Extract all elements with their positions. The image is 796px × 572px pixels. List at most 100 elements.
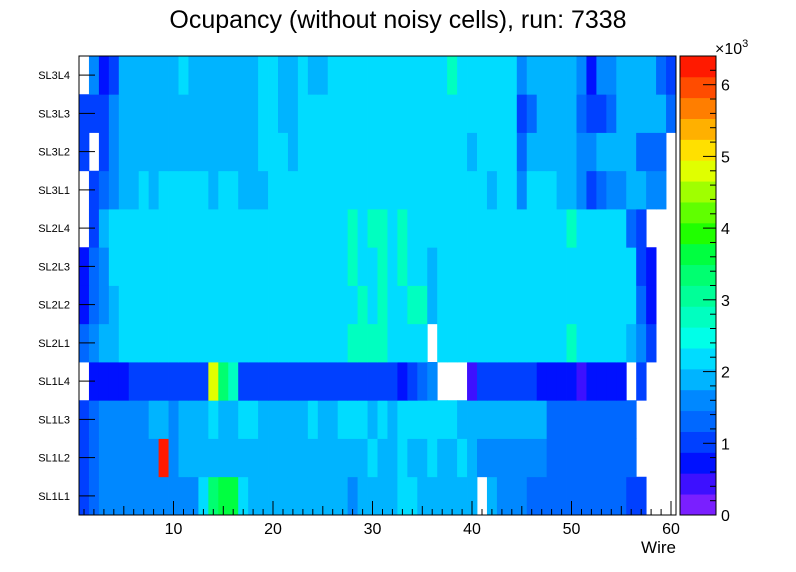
heatmap-cell <box>347 476 358 516</box>
heatmap-cell <box>387 56 398 95</box>
heatmap-cell <box>656 132 667 172</box>
heatmap-cell <box>536 56 548 95</box>
heatmap-cell <box>536 209 548 248</box>
heatmap-cell <box>377 438 388 478</box>
heatmap-cell <box>496 56 508 95</box>
heatmap-cell <box>516 438 528 478</box>
heatmap-cell <box>556 209 567 248</box>
heatmap-cell <box>546 94 557 133</box>
heatmap-cell <box>138 56 150 95</box>
heatmap-cell <box>148 247 159 286</box>
color-scale-segment <box>680 494 716 516</box>
heatmap-cell <box>626 94 637 133</box>
heatmap-cell <box>168 209 179 248</box>
heatmap-cell <box>486 285 498 325</box>
heatmap-cell <box>546 132 557 172</box>
heatmap-cell <box>278 323 289 363</box>
heatmap-cell <box>606 400 617 439</box>
color-scale-segment <box>680 389 716 412</box>
heatmap-cell <box>208 438 219 478</box>
heatmap-cell <box>337 362 349 401</box>
heatmap-cell <box>108 209 120 248</box>
heatmap-cell <box>238 400 249 439</box>
heatmap-cell <box>327 400 339 439</box>
heatmap-cell <box>357 209 368 248</box>
heatmap-cell <box>198 285 209 325</box>
heatmap-cell <box>367 170 378 210</box>
heatmap-cell <box>626 323 637 363</box>
heatmap-cell <box>218 56 229 95</box>
heatmap-cells <box>79 56 677 516</box>
heatmap-cell <box>218 476 229 516</box>
heatmap-cell <box>168 438 179 478</box>
heatmap-cell <box>367 362 378 401</box>
heatmap-cell <box>367 247 378 286</box>
heatmap-cell <box>586 170 597 210</box>
heatmap-cell <box>307 209 319 248</box>
heatmap-cell <box>287 476 299 516</box>
heatmap-cell <box>427 476 438 516</box>
heatmap-cell <box>248 476 259 516</box>
heatmap-cell <box>566 209 577 248</box>
heatmap-cell <box>427 132 438 172</box>
heatmap-cell <box>248 323 259 363</box>
heatmap-cell <box>447 132 458 172</box>
heatmap-cell <box>268 170 279 210</box>
heatmap-cell <box>98 476 110 516</box>
heatmap-cell <box>178 438 189 478</box>
color-scale-segment <box>680 139 716 161</box>
heatmap-cell <box>238 94 249 133</box>
heatmap-cell <box>178 400 189 439</box>
heatmap-cell <box>248 170 259 210</box>
color-scale-segment <box>680 348 716 370</box>
heatmap-cell <box>218 323 229 363</box>
heatmap-cell <box>636 362 647 401</box>
heatmap-cell <box>327 247 339 286</box>
heatmap-cell <box>397 323 408 363</box>
heatmap-cell <box>128 94 140 133</box>
color-scale-segment <box>680 452 716 474</box>
y-tick-label: SL1L2 <box>38 453 70 465</box>
heatmap-cell <box>307 362 319 401</box>
heatmap-cell <box>158 438 169 478</box>
heatmap-cell <box>546 209 557 248</box>
heatmap-cell <box>188 132 199 172</box>
heatmap-cell <box>616 438 627 478</box>
heatmap-cell <box>417 438 428 478</box>
heatmap-cell <box>387 132 398 172</box>
heatmap-cell <box>646 323 657 363</box>
heatmap-cell <box>576 285 587 325</box>
heatmap-cell <box>656 94 667 133</box>
heatmap-cell <box>98 400 110 439</box>
heatmap-cell <box>337 209 349 248</box>
heatmap-cell <box>128 56 140 95</box>
heatmap-cell <box>178 247 189 286</box>
heatmap-cell <box>646 247 657 286</box>
heatmap-cell <box>317 132 329 172</box>
heatmap-cell <box>317 362 329 401</box>
heatmap-cell <box>357 247 368 286</box>
color-scale: 0 1 2 3 4 5 6 <box>679 55 730 525</box>
heatmap-cell <box>138 362 150 401</box>
heatmap-cell <box>556 400 567 439</box>
heatmap-cell <box>417 94 428 133</box>
heatmap-cell <box>357 323 368 363</box>
heatmap-cell <box>526 247 538 286</box>
heatmap-cell <box>377 323 388 363</box>
heatmap-cell <box>457 438 468 478</box>
heatmap-cell <box>636 285 647 325</box>
heatmap-cell <box>138 94 150 133</box>
heatmap-cell <box>606 362 617 401</box>
heatmap-cell <box>556 476 567 516</box>
heatmap-cell <box>626 247 637 286</box>
heatmap-cell <box>327 94 339 133</box>
heatmap-cell <box>198 323 209 363</box>
heatmap-cell <box>108 170 120 210</box>
heatmap-cell <box>287 56 299 95</box>
heatmap-cell <box>347 285 358 325</box>
heatmap-cell <box>178 323 189 363</box>
heatmap-cell <box>367 132 378 172</box>
heatmap-cell <box>566 362 577 401</box>
heatmap-cell <box>467 132 478 172</box>
